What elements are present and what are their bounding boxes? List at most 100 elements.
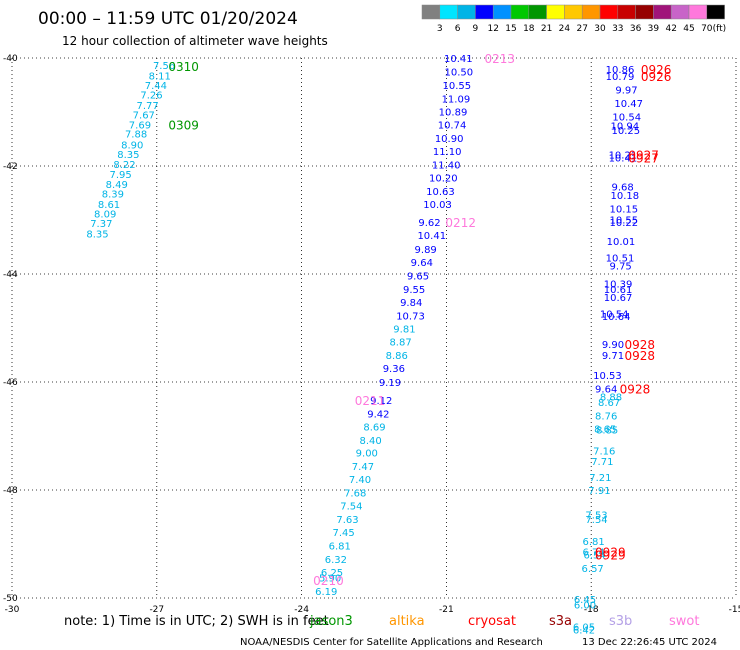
satellite-legend-entry: altika	[389, 614, 425, 629]
wave-height-label: 7.53	[585, 510, 607, 521]
color-swatch	[421, 4, 441, 20]
wave-height-label: 6.19	[315, 587, 337, 598]
color-scale-label: 27	[576, 24, 587, 34]
color-scale-label: 6	[455, 24, 461, 34]
chart-title: 00:00 – 11:59 UTC 01/20/2024	[38, 9, 298, 29]
wave-height-label: 9.68	[611, 183, 633, 194]
satellite-legend-entry: cryosat	[468, 614, 516, 629]
pass-time-label: 0928	[625, 349, 656, 363]
wave-height-label: 7.54	[585, 515, 607, 526]
wave-height-label: 8.69	[363, 422, 385, 433]
wave-height-label: 8.88	[600, 393, 622, 404]
color-scale-label: 15	[505, 24, 516, 34]
color-swatch	[706, 4, 725, 20]
y-tick-label: -44	[3, 270, 18, 280]
wave-height-label: 10.18	[611, 191, 640, 202]
wave-height-label: 6.32	[325, 555, 347, 566]
wave-height-label: 8.49	[106, 180, 128, 191]
color-swatch	[457, 4, 476, 20]
satellite-legend-entry: jason3	[309, 614, 353, 629]
plot-grid	[11, 57, 737, 599]
wave-height-label: 10.94	[611, 122, 640, 133]
wave-height-label: 6.57	[582, 564, 604, 575]
wave-height-label: 7.69	[129, 120, 151, 131]
pass-time-label: 0310	[168, 60, 199, 74]
color-scale-label: 42	[665, 24, 676, 34]
wave-height-label: 6.54	[583, 550, 605, 561]
satellite-legend-entry: s3a	[549, 614, 572, 629]
credit-line: NOAA/NESDIS Center for Satellite Applica…	[240, 637, 543, 648]
wave-height-label: 10.25	[611, 126, 640, 137]
wave-height-label: 5.90	[319, 573, 341, 584]
x-tick-label: -21	[439, 605, 454, 615]
wave-height-label: 7.63	[336, 515, 358, 526]
wave-height-label: 6.42	[573, 625, 595, 636]
wave-height-labels: 7.568.117.447.267.777.677.697.888.908.35…	[86, 54, 643, 636]
color-swatch	[564, 4, 583, 20]
wave-height-label: 7.16	[593, 447, 615, 458]
pass-time-label: 0926	[641, 70, 672, 84]
wave-height-label: 8.87	[389, 338, 411, 349]
wave-height-label: 7.71	[591, 457, 613, 468]
wave-height-label: 8.90	[121, 140, 143, 151]
color-scale-label: 33	[612, 24, 623, 34]
pass-time-label: 0927	[628, 151, 659, 165]
color-swatch	[439, 4, 458, 20]
wave-height-label: 7.67	[133, 111, 155, 122]
wave-height-label: 9.12	[370, 396, 392, 407]
wave-height-label: 10.89	[439, 107, 468, 118]
wave-height-label: 10.22	[610, 218, 639, 229]
y-tick-label: -40	[3, 54, 18, 64]
color-scale-label: 18	[523, 24, 535, 34]
wave-height-label: 7.95	[109, 170, 131, 181]
wave-height-label: 9.64	[595, 384, 617, 395]
wave-height-label: 10.54	[600, 309, 629, 320]
wave-height-label: 10.79	[606, 72, 635, 83]
wave-height-label: 7.37	[90, 219, 112, 230]
wave-height-label: 6.81	[329, 542, 351, 553]
color-scale-label: 21	[541, 24, 552, 34]
color-scale-label: 30	[594, 24, 606, 34]
wave-height-label: 7.54	[340, 502, 362, 513]
satellite-legend-entry: s3b	[609, 614, 632, 629]
wave-height-label: 8.67	[598, 398, 620, 409]
wave-height-label: 7.77	[137, 101, 159, 112]
wave-height-label: 6.05	[573, 623, 595, 634]
wave-height-label: 10.63	[426, 187, 455, 198]
y-tick-label: -42	[3, 162, 18, 172]
wave-height-label: 7.88	[125, 130, 147, 141]
wave-height-label: 7.68	[344, 489, 366, 500]
wave-height-label: 9.55	[403, 285, 425, 296]
wave-height-label: 7.45	[332, 528, 354, 539]
wave-height-label: 8.39	[102, 190, 124, 201]
color-scale-label: 3	[437, 24, 443, 34]
wave-height-label: 7.40	[349, 475, 371, 486]
color-swatch	[546, 4, 565, 20]
y-tick-label: -46	[3, 378, 18, 388]
color-scale-label: 9	[473, 24, 479, 34]
x-tick-label: -30	[5, 605, 20, 615]
wave-height-label: 6.81	[583, 537, 605, 548]
color-swatch	[617, 4, 636, 20]
wave-height-label: 8.61	[98, 200, 120, 211]
wave-height-label: 8.65	[594, 424, 616, 435]
color-scale-unit: (ft)	[713, 24, 727, 34]
axis-ticks: -30 -27 -24 -21 -18 -15 -40 -42 -44 -46 -48 -50	[3, 54, 740, 615]
wave-height-label: 10.03	[423, 200, 452, 211]
wave-height-label: 9.19	[379, 378, 401, 389]
wave-height-label: 10.15	[610, 205, 639, 216]
pass-time-label: 0929	[595, 546, 626, 560]
wave-height-label: 10.50	[444, 68, 473, 79]
color-scale-label: 36	[630, 24, 642, 34]
wave-height-label: 9.00	[356, 449, 378, 460]
color-scale-label: 12	[487, 24, 498, 34]
y-tick-label: -50	[3, 594, 18, 604]
wave-height-label: 6.45	[574, 595, 596, 606]
wave-height-label: 10.67	[604, 293, 633, 304]
wave-height-label: 10.41	[444, 54, 473, 65]
pass-time-label: 0309	[168, 118, 199, 132]
wave-height-label: 8.40	[360, 436, 382, 447]
wave-height-label: 8.11	[149, 71, 171, 82]
wave-height-label: 10.90	[435, 134, 464, 145]
wave-height-label: 8.09	[94, 210, 116, 221]
